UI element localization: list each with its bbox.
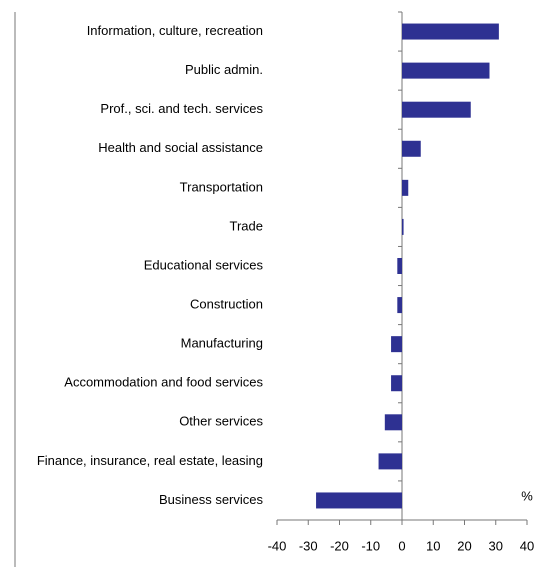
bar bbox=[397, 297, 402, 314]
y-tick-label: Business services bbox=[159, 492, 264, 507]
y-tick-label: Educational services bbox=[144, 257, 264, 272]
bar bbox=[378, 453, 402, 470]
x-unit-label: % bbox=[521, 488, 533, 503]
y-tick-label: Other services bbox=[179, 414, 263, 429]
bar bbox=[402, 218, 404, 235]
bar bbox=[402, 101, 471, 118]
y-tick-label: Health and social assistance bbox=[98, 140, 263, 155]
y-tick-label: Accommodation and food services bbox=[64, 375, 263, 390]
y-tick-label: Public admin. bbox=[185, 62, 263, 77]
x-tick-label: -40 bbox=[268, 538, 287, 553]
y-tick-label: Information, culture, recreation bbox=[87, 23, 263, 38]
x-tick-label: 20 bbox=[457, 538, 471, 553]
x-tick-label: -20 bbox=[330, 538, 349, 553]
bar bbox=[316, 492, 402, 509]
bar bbox=[402, 62, 490, 79]
y-tick-label: Transportation bbox=[180, 179, 263, 194]
y-tick-label: Manufacturing bbox=[181, 336, 263, 351]
x-tick-label: -30 bbox=[299, 538, 318, 553]
x-tick-label: 10 bbox=[426, 538, 440, 553]
y-tick-label: Trade bbox=[230, 218, 263, 233]
x-tick-label: 40 bbox=[520, 538, 534, 553]
y-tick-label: Finance, insurance, real estate, leasing bbox=[37, 453, 263, 468]
bar bbox=[402, 140, 421, 157]
y-tick-label: Prof., sci. and tech. services bbox=[100, 101, 263, 116]
x-tick-label: 0 bbox=[398, 538, 405, 553]
bar bbox=[384, 414, 402, 431]
bar bbox=[397, 258, 402, 274]
bar bbox=[391, 375, 402, 392]
x-tick-label: 30 bbox=[489, 538, 503, 553]
bar bbox=[402, 179, 409, 196]
bar bbox=[402, 23, 499, 40]
x-tick-label: -10 bbox=[361, 538, 380, 553]
y-tick-label: Construction bbox=[190, 297, 263, 312]
bar bbox=[391, 336, 402, 353]
